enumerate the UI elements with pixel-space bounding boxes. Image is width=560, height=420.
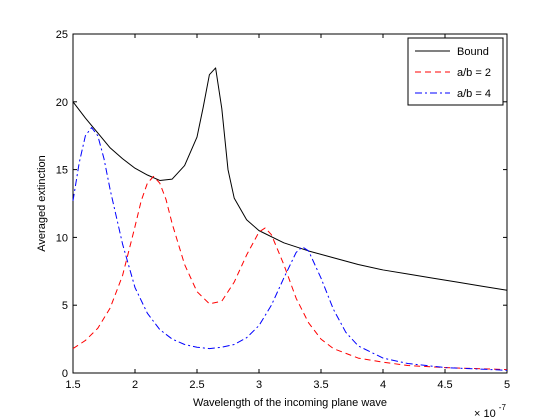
- legend-box: [407, 37, 504, 106]
- legend-label-3: a/b = 4: [457, 88, 491, 100]
- y-tick-label: 20: [56, 97, 68, 109]
- series-layer: [72, 67, 508, 371]
- y-tick-label: 10: [56, 232, 68, 244]
- legend: Bound a/b = 2 a/b = 4: [407, 37, 504, 106]
- x-tick-label: 5: [504, 379, 510, 391]
- y-tick-label: 25: [56, 29, 68, 41]
- x-tick-label: 3: [256, 379, 262, 391]
- axis-ticks: 1.5 2 2.5 3 3.5 4 4.5 5 0 5 10 15 20 25: [56, 29, 510, 391]
- x-tick-label: 2.5: [189, 379, 204, 391]
- x-axis-exponent-base: × 10: [474, 408, 496, 420]
- y-tick-label: 0: [62, 368, 68, 380]
- series-line-2: [72, 175, 508, 371]
- x-tick-label: 4.5: [437, 379, 452, 391]
- series-line-1: [72, 67, 508, 291]
- x-axis-exponent-power: -7: [499, 403, 507, 412]
- x-axis-exponent: × 10 -7: [474, 403, 506, 420]
- x-tick-label: 3.5: [313, 379, 328, 391]
- x-tick-label: 2: [132, 379, 138, 391]
- y-tick-label: 5: [62, 300, 68, 312]
- legend-label-1: Bound: [457, 46, 489, 58]
- x-tick-label: 1.5: [65, 379, 80, 391]
- series-line-3: [72, 127, 508, 371]
- legend-label-2: a/b = 2: [457, 67, 491, 79]
- x-axis-label: Wavelength of the incoming plane wave: [193, 397, 387, 409]
- y-axis-label: Averaged extinction: [36, 155, 48, 251]
- x-tick-label: 4: [380, 379, 386, 391]
- y-tick-label: 15: [56, 165, 68, 177]
